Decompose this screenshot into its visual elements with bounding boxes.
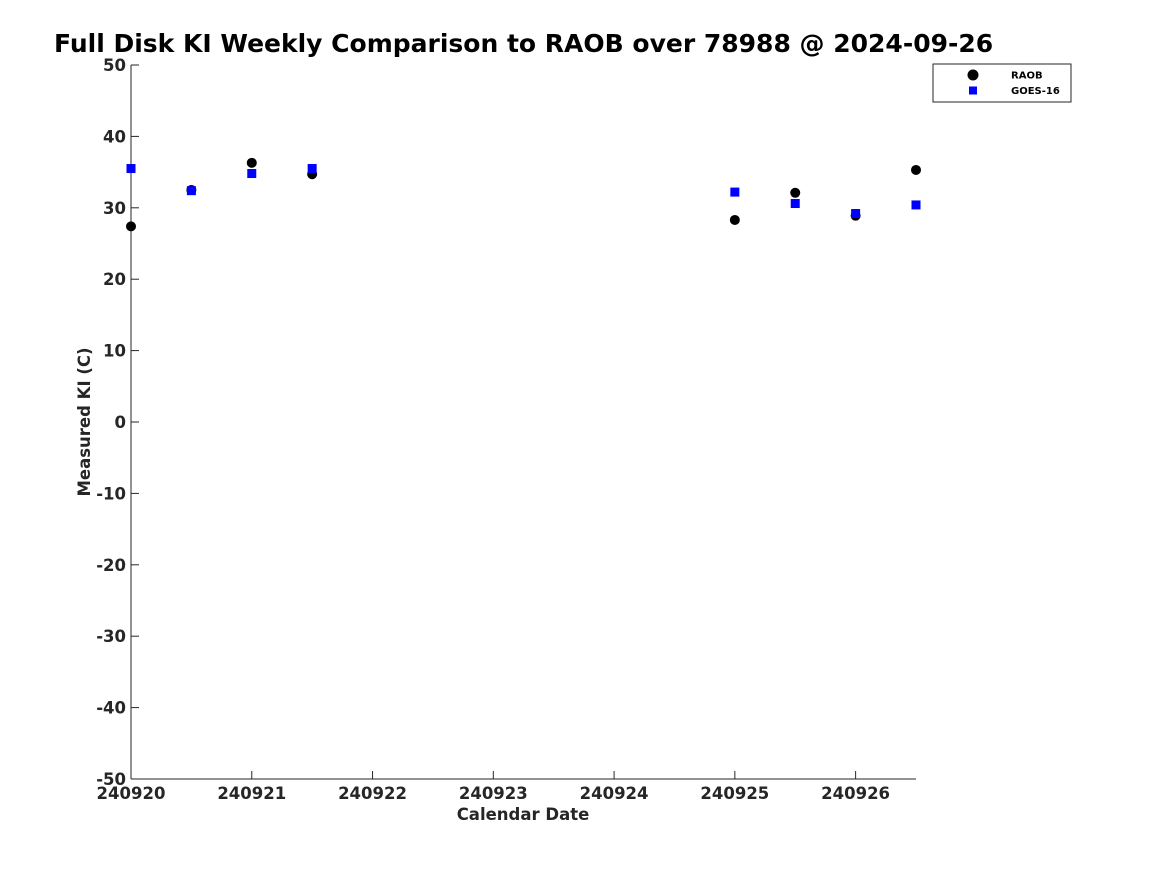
goes-16-point (790, 199, 800, 209)
raob-point (790, 187, 801, 198)
raob-point (246, 157, 257, 168)
y-tick-label: -30 (96, 627, 126, 646)
goes-16-point (186, 186, 196, 196)
x-tick-label: 240924 (580, 784, 649, 803)
y-tick-label: -50 (96, 770, 126, 789)
raob-point (729, 214, 740, 225)
x-axis-ticks: 240920 240921 240922 240923 240924 240925 2409… (97, 771, 890, 803)
raob-point (911, 164, 921, 175)
legend-box (932, 63, 1072, 103)
x-axis-label: Calendar Date (457, 805, 590, 824)
legend-marker-goes-16 (969, 86, 977, 95)
x-tick-label: 240926 (821, 784, 890, 803)
y-axis-label: Measured KI (C) (75, 347, 94, 496)
raob-point (126, 221, 136, 232)
goes-16-point (307, 164, 317, 174)
y-tick-label: 50 (103, 56, 126, 75)
x-tick-label: 240925 (700, 784, 769, 803)
y-tick-label: -20 (96, 556, 126, 575)
data-points (126, 157, 921, 232)
y-tick-label: -10 (96, 484, 126, 503)
y-axis-ticks: 50 40 30 20 10 0 -10 -20 -30 -40 -50 (96, 56, 139, 789)
goes-16-point (730, 187, 740, 197)
y-tick-label: -40 (96, 699, 126, 718)
x-tick-label: 240922 (338, 784, 407, 803)
x-tick-label: 240923 (459, 784, 528, 803)
x-tick-label: 240921 (217, 784, 286, 803)
legend: RAOB GOES-16 (932, 63, 1072, 103)
goes-16-point (247, 169, 257, 179)
goes-16-point (911, 200, 921, 210)
legend-marker-raob (967, 69, 979, 81)
legend-label-goes-16: GOES-16 (1011, 86, 1060, 97)
y-tick-label: 20 (103, 270, 126, 289)
chart-title: Full Disk KI Weekly Comparison to RAOB o… (54, 29, 993, 58)
goes-16-point (126, 164, 136, 174)
x-tick-label: 240920 (97, 784, 166, 803)
y-tick-label: 40 (103, 127, 126, 146)
y-tick-label: 30 (103, 199, 126, 218)
legend-label-raob: RAOB (1011, 71, 1043, 82)
y-tick-label: 10 (103, 342, 126, 361)
y-tick-label: 0 (115, 413, 126, 432)
goes-16-point (851, 209, 861, 219)
